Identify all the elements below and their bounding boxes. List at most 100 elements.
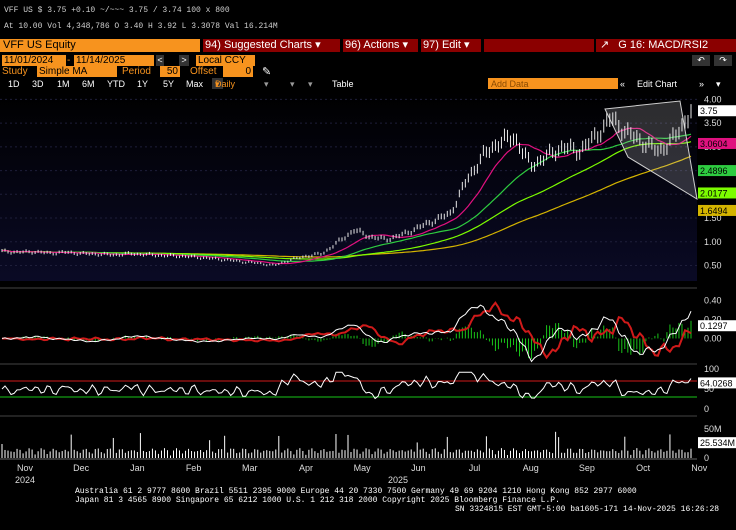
year-tick-label: 2024 xyxy=(15,475,35,485)
period-1y[interactable]: 1Y xyxy=(137,79,149,89)
price-tick-label: 1.00 xyxy=(704,237,722,247)
price-grid xyxy=(0,98,697,267)
macd-tick-label: 0.00 xyxy=(704,333,722,343)
start-date-input[interactable]: 11/01/2024 xyxy=(2,55,66,66)
header-spacer xyxy=(484,39,594,52)
period-1m[interactable]: 1M xyxy=(57,79,70,89)
collapse-icon[interactable]: « xyxy=(620,79,626,89)
month-tick-label: Jul xyxy=(469,463,481,473)
period-label: Period xyxy=(122,66,151,77)
menu-label: Suggested Charts xyxy=(223,39,313,51)
period-input[interactable]: 50 xyxy=(160,66,180,77)
date-separator: - xyxy=(67,55,71,66)
chevron-down-icon: ▾ xyxy=(402,39,409,51)
macd-line xyxy=(1,304,692,363)
end-date-input[interactable]: 11/14/2025 xyxy=(74,55,154,66)
rsi-tick-label: 0 xyxy=(704,404,709,414)
price-tick-label: 0.50 xyxy=(704,261,722,271)
edit-chart-button[interactable]: Edit Chart xyxy=(637,79,678,89)
chart-settings-icon[interactable]: ▾ xyxy=(308,79,313,89)
price-value-box xyxy=(698,165,736,177)
chart-title: G 16: MACD/RSI2 xyxy=(618,39,709,51)
period-max[interactable]: Max xyxy=(186,79,204,89)
rsi-value-box xyxy=(698,377,736,389)
price-value-label: 1.6494 xyxy=(700,206,728,216)
price-tick-label: 1.50 xyxy=(704,213,722,223)
month-tick-label: Mar xyxy=(242,463,258,473)
ticker-strip: VFF US $ 3.75 +0.10 ~/~~~ 3.75 / 3.74 10… xyxy=(0,0,736,38)
month-tick-label: Aug xyxy=(523,463,539,473)
chart-title-bar: ↗ G 16: MACD/RSI2 xyxy=(596,39,736,52)
chevron-down-icon: ▾ xyxy=(315,39,321,51)
menu-label: Edit xyxy=(441,39,461,51)
rsi-value-label: 64.0268 xyxy=(700,378,733,388)
price-value-box xyxy=(698,105,736,117)
redo-icon[interactable]: ↷ xyxy=(714,55,732,66)
pencil-icon[interactable]: ✎ xyxy=(262,66,272,78)
period-6m[interactable]: 6M xyxy=(82,79,95,89)
month-tick-label: Sep xyxy=(579,463,595,473)
month-tick-label: May xyxy=(354,463,372,473)
footer-line-1: Australia 61 2 9777 8600 Brazil 5511 239… xyxy=(75,487,637,496)
footer-line-3: SN 3324815 EST GMT-5:00 ba1605-171 14-No… xyxy=(455,505,720,514)
prev-range-button[interactable]: < xyxy=(156,55,164,66)
month-tick-label: Apr xyxy=(299,463,313,473)
price-bars xyxy=(1,104,692,267)
period-bar: 1D 3D 1M 6M YTD 1Y 5Y Max Daily ▾ ▾ ▾ ▾ … xyxy=(0,78,736,90)
chart-type-icon[interactable]: ▾ xyxy=(264,79,269,89)
price-chart[interactable]: 4.003.503.002.502.001.501.000.503.753.06… xyxy=(0,91,736,485)
volume-value-box xyxy=(698,437,736,449)
month-tick-label: Nov xyxy=(17,463,34,473)
period-3d[interactable]: 3D xyxy=(32,79,44,89)
ticker-row-stats: At 10.00 Vol 4,348,786 O 3.40 H 3.92 L 3… xyxy=(4,22,278,31)
footer-line-2: Japan 81 3 4565 8900 Singapore 65 6212 1… xyxy=(75,496,560,505)
volume-tick-label: 50M xyxy=(704,424,722,434)
security-field[interactable]: VFF US Equity xyxy=(0,39,200,52)
interval-select[interactable]: Daily ▾ xyxy=(212,78,235,89)
price-value-label: 2.0177 xyxy=(700,188,728,198)
month-tick-label: Jun xyxy=(411,463,426,473)
macd-signal-line xyxy=(2,301,692,360)
study-label: Study xyxy=(2,66,28,77)
chart-menu-icon[interactable]: ▾ xyxy=(716,79,721,89)
volume-value-label: 25.534M xyxy=(700,438,735,448)
chevron-down-icon: ▾ xyxy=(464,39,470,51)
macd-value-box xyxy=(698,320,736,332)
popout-icon[interactable]: ↗ xyxy=(600,39,610,51)
ticker-row-quote: VFF US $ 3.75 +0.10 ~/~~~ 3.75 / 3.74 10… xyxy=(4,6,230,15)
offset-input[interactable]: 0 xyxy=(223,66,253,77)
currency-select[interactable]: Local CCY xyxy=(196,55,255,66)
price-value-label: 3.0604 xyxy=(700,139,728,149)
menu-label: Actions xyxy=(363,39,400,51)
menu-number: 94) xyxy=(205,39,221,51)
period-1d[interactable]: 1D xyxy=(8,79,20,89)
rsi-line xyxy=(1,371,692,400)
undo-icon[interactable]: ↶ xyxy=(692,55,710,66)
actions-menu[interactable]: 96) Actions ▾ xyxy=(343,39,418,52)
period-ytd[interactable]: YTD xyxy=(107,79,125,89)
next-range-button[interactable]: > xyxy=(179,55,189,66)
rsi-panel: 100 50 0 64.0268 xyxy=(0,364,736,414)
macd-panel: 0.40 0.20 0.00 0.1297 xyxy=(1,296,736,363)
add-data-input[interactable]: Add Data xyxy=(488,78,618,89)
expand-icon[interactable]: » xyxy=(699,79,705,89)
chart-options-icon[interactable]: ▾ xyxy=(290,79,295,89)
month-tick-label: Nov xyxy=(691,463,708,473)
table-button[interactable]: Table xyxy=(332,79,354,89)
macd-value-label: 0.1297 xyxy=(700,321,728,331)
edit-menu[interactable]: 97) Edit ▾ xyxy=(421,39,481,52)
rsi-tick-label: 100 xyxy=(704,364,719,374)
rsi-tick-label: 50 xyxy=(704,384,714,394)
price-tick-label: 3.50 xyxy=(704,118,722,128)
x-axis: Nov Dec Jan Feb Mar Apr May Jun Jul Aug Sep Oct Nov 2… xyxy=(0,458,708,485)
price-value-box xyxy=(698,137,736,149)
macd-tick-label: 0.40 xyxy=(704,296,722,306)
price-value-box xyxy=(698,204,736,216)
period-5y[interactable]: 5Y xyxy=(163,79,175,89)
month-tick-label: Dec xyxy=(73,463,90,473)
volume-panel: 50M 0 25.534M xyxy=(1,424,736,463)
suggested-charts-menu[interactable]: 94) Suggested Charts ▾ xyxy=(203,39,340,52)
price-tick-label: 4.00 xyxy=(704,94,722,104)
study-select[interactable]: Simple MA xyxy=(37,66,117,77)
volume-tick-label: 0 xyxy=(704,453,709,463)
